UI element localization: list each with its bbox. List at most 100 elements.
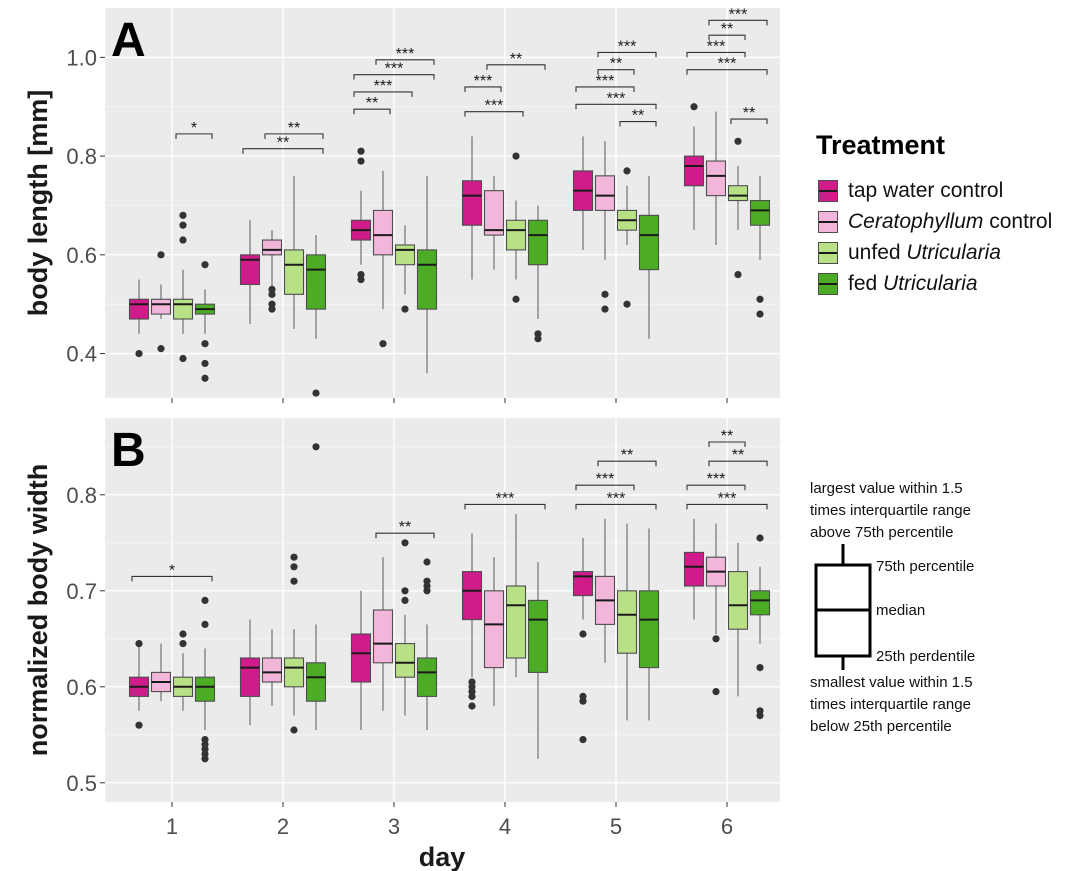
box: [616, 590, 638, 654]
box: [749, 199, 771, 226]
outlier-point: [135, 349, 143, 358]
outlier-point: [756, 310, 764, 318]
significance-bracket: [264, 133, 324, 139]
outlier-point: [357, 275, 365, 284]
box: [305, 254, 327, 310]
significance-label: *: [169, 562, 175, 579]
x-tick-label: 4: [499, 814, 511, 839]
outlier-point: [468, 692, 476, 701]
significance-bracket: [464, 86, 502, 92]
box: [172, 298, 194, 320]
significance-bracket: [375, 532, 435, 539]
outlier-point: [179, 236, 187, 244]
outlier-point: [312, 443, 320, 451]
legend-label-italic-part: Utricularia: [906, 240, 1001, 264]
outlier-point: [756, 534, 764, 542]
box: [638, 214, 660, 271]
plot-background: [105, 418, 780, 802]
key-bottom-line-2: times interquartile range: [810, 696, 971, 713]
x-tick-label: 6: [721, 814, 733, 839]
significance-bracket: [597, 69, 635, 75]
legend-label-part: control: [983, 209, 1053, 233]
significance-bracket: [242, 148, 324, 154]
significance-label: ***: [474, 73, 493, 90]
significance-label: **: [721, 428, 733, 445]
outlier-point: [357, 270, 365, 279]
box: [638, 590, 660, 669]
y-tick-label: 0.5: [66, 771, 97, 796]
significance-bracket: [619, 120, 657, 127]
legend-swatch: [818, 272, 838, 295]
significance-label: *: [191, 120, 197, 137]
outlier-point: [401, 305, 409, 313]
significance-bracket: [686, 69, 768, 75]
outlier-point: [179, 640, 187, 648]
box: [283, 657, 305, 688]
significance-label: ***: [607, 490, 626, 507]
significance-label: **: [621, 447, 633, 464]
significance-label: ***: [707, 471, 726, 488]
legend-item: unfed Utricularia: [808, 237, 1069, 268]
significance-label: **: [721, 21, 733, 38]
box: [727, 571, 749, 630]
significance-bracket: [575, 503, 657, 510]
key-bottom-line-1: smallest value within 1.5: [810, 674, 973, 691]
outlier-point: [201, 340, 209, 348]
outlier-point: [401, 596, 409, 605]
outlier-point: [290, 726, 298, 734]
box: [194, 676, 216, 702]
significance-label: **: [632, 108, 644, 125]
key-top-line-2: times interquartile range: [810, 502, 971, 519]
outlier-point: [201, 374, 209, 382]
significance-label: ***: [707, 38, 726, 55]
significance-label: ***: [496, 490, 515, 507]
legend-label-part: tap water control: [848, 178, 1004, 202]
significance-bracket: [353, 91, 413, 97]
significance-label: ***: [729, 6, 748, 23]
significance-bracket: [730, 118, 768, 125]
outlier-point: [157, 345, 165, 353]
box: [372, 209, 394, 256]
box: [239, 657, 261, 697]
box: [128, 298, 150, 320]
significance-bracket: [486, 64, 546, 70]
box: [527, 219, 549, 266]
outlier-point: [268, 300, 276, 308]
legend-items: tap water control Ceratophyllum control un…: [808, 175, 1069, 299]
significance-label: ***: [396, 46, 415, 63]
outlier-point: [756, 664, 764, 672]
legend-item: fed Utricularia: [808, 268, 1069, 299]
x-tick-label: 2: [277, 814, 289, 839]
significance-label: **: [732, 447, 744, 464]
box: [372, 609, 394, 664]
legend-title: Treatment: [816, 130, 946, 160]
outlier-point: [534, 330, 542, 338]
significance-bracket: [375, 59, 435, 65]
outlier-point: [534, 335, 542, 343]
outlier-point: [379, 340, 387, 348]
legend-item: tap water control: [808, 175, 1069, 206]
box: [261, 239, 283, 256]
significance-label: **: [366, 95, 378, 112]
outlier-point: [423, 558, 431, 566]
legend-item: Ceratophyllum control: [808, 206, 1069, 237]
box: [572, 571, 594, 597]
y-tick-label: 0.8: [66, 483, 97, 508]
box: [527, 599, 549, 673]
outlier-point: [690, 103, 698, 111]
significance-label: ***: [596, 471, 615, 488]
significance-label: ***: [718, 490, 737, 507]
legend-swatch: [818, 241, 838, 264]
outlier-point: [734, 270, 742, 279]
significance-bracket: [597, 51, 657, 58]
outlier-point: [623, 167, 631, 175]
significance-label: ***: [718, 56, 737, 73]
outlier-point: [135, 721, 143, 729]
outlier-point: [623, 300, 631, 308]
outlier-point: [157, 251, 165, 259]
legend-label: unfed Utricularia: [848, 241, 1001, 265]
boxplot-explanation: largest value within 1.5 times interquar…: [810, 478, 1069, 748]
panel-a-body-length: 0.40.60.81.0****************************…: [23, 6, 780, 403]
legend-label-part: fed: [848, 271, 884, 295]
